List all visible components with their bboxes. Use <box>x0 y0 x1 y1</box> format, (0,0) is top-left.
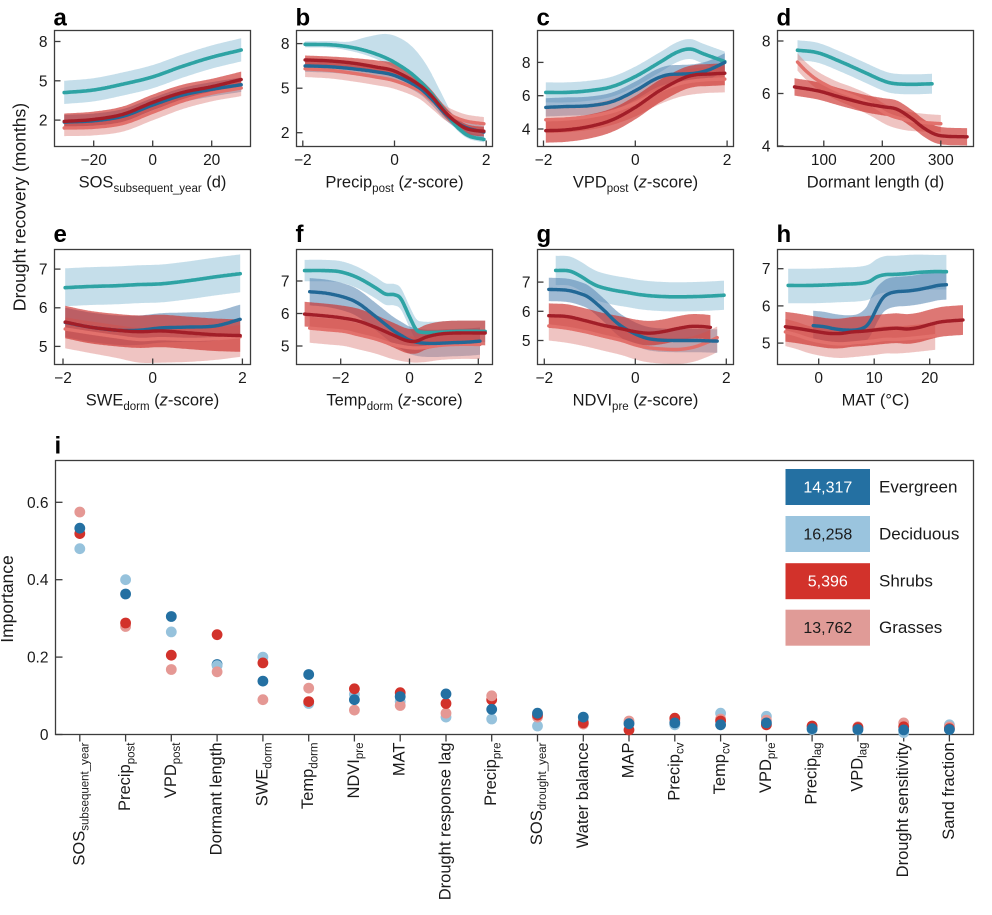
svg-text:VPDpost​ (z-score): VPDpost​ (z-score) <box>573 174 698 196</box>
svg-text:Deciduous: Deciduous <box>879 525 959 544</box>
svg-text:i: i <box>55 433 62 460</box>
svg-text:0: 0 <box>40 727 49 744</box>
svg-text:20: 20 <box>203 152 221 169</box>
svg-text:VPDlag: VPDlag <box>848 743 869 792</box>
svg-text:−2: −2 <box>332 370 350 387</box>
svg-text:Tempcv: Tempcv <box>711 742 732 794</box>
svg-text:Preciplag: Preciplag <box>803 743 824 805</box>
svg-text:13,762: 13,762 <box>803 620 852 637</box>
svg-text:Evergreen: Evergreen <box>879 478 957 497</box>
svg-text:6: 6 <box>762 298 771 315</box>
svg-text:Dormant length (d): Dormant length (d) <box>807 174 945 192</box>
svg-text:VPDpre: VPDpre <box>757 743 778 794</box>
svg-text:h: h <box>777 221 792 248</box>
svg-text:SOSsubsequent_year​ (d): SOSsubsequent_year​ (d) <box>79 174 227 196</box>
svg-text:6: 6 <box>39 300 48 317</box>
svg-text:Drought response lag: Drought response lag <box>437 743 455 901</box>
svg-text:Drought recovery (months): Drought recovery (months) <box>10 103 30 311</box>
svg-text:7: 7 <box>522 275 531 292</box>
svg-text:MAT: MAT <box>391 743 409 777</box>
svg-text:5,396: 5,396 <box>808 574 848 591</box>
svg-text:5: 5 <box>522 333 531 350</box>
svg-text:0: 0 <box>814 370 823 387</box>
svg-text:Drought sensitivity: Drought sensitivity <box>894 742 912 878</box>
svg-text:−20: −20 <box>81 152 108 169</box>
svg-text:MAT (°C): MAT (°C) <box>842 392 910 410</box>
svg-text:2: 2 <box>723 152 732 169</box>
svg-text:2: 2 <box>39 113 48 130</box>
svg-text:0: 0 <box>631 370 640 387</box>
svg-text:0.6: 0.6 <box>27 495 49 512</box>
svg-text:5: 5 <box>281 81 290 98</box>
svg-text:Grasses: Grasses <box>879 618 942 637</box>
svg-text:20: 20 <box>921 370 939 387</box>
svg-text:2: 2 <box>281 125 290 142</box>
svg-text:SOSsubsequent_year: SOSsubsequent_year <box>70 742 91 865</box>
svg-text:8: 8 <box>522 55 531 72</box>
svg-text:Precippre: Precippre <box>482 743 503 806</box>
svg-text:2: 2 <box>238 370 247 387</box>
svg-text:−2: −2 <box>535 152 553 169</box>
svg-text:16,258: 16,258 <box>803 527 852 544</box>
svg-text:0.2: 0.2 <box>27 650 49 667</box>
svg-text:7: 7 <box>281 274 290 291</box>
svg-text:6: 6 <box>522 88 531 105</box>
svg-text:Tempdorm​ (z-score): Tempdorm​ (z-score) <box>326 392 462 414</box>
svg-text:8: 8 <box>281 36 290 53</box>
svg-text:0: 0 <box>148 370 157 387</box>
svg-text:e: e <box>54 221 67 248</box>
svg-text:0: 0 <box>148 152 157 169</box>
svg-text:c: c <box>537 5 550 32</box>
svg-text:0: 0 <box>405 370 414 387</box>
svg-text:14,317: 14,317 <box>803 480 852 497</box>
svg-text:−2: −2 <box>294 152 312 169</box>
svg-text:10: 10 <box>866 370 884 387</box>
svg-text:8: 8 <box>39 34 48 51</box>
svg-text:Precipcv: Precipcv <box>665 742 686 801</box>
svg-text:Shrubs: Shrubs <box>879 572 933 591</box>
svg-text:2: 2 <box>722 370 731 387</box>
svg-text:NDVIpre: NDVIpre <box>345 743 366 799</box>
svg-text:a: a <box>54 5 68 32</box>
svg-text:Precippost: Precippost <box>116 742 137 811</box>
svg-text:7: 7 <box>762 261 771 278</box>
svg-text:4: 4 <box>762 139 771 156</box>
svg-text:6: 6 <box>281 306 290 323</box>
svg-text:100: 100 <box>811 152 837 169</box>
svg-text:Precippost​ (z-score): Precippost​ (z-score) <box>325 174 463 196</box>
svg-text:5: 5 <box>39 339 48 356</box>
svg-text:Dormant length: Dormant length <box>208 743 226 856</box>
svg-text:300: 300 <box>928 152 954 169</box>
svg-text:SOSdrought_year: SOSdrought_year <box>528 742 549 845</box>
svg-text:NDVIpre​ (z-score): NDVIpre​ (z-score) <box>573 392 699 414</box>
svg-text:d: d <box>777 5 792 32</box>
svg-text:SWEdorm​ (z-score): SWEdorm​ (z-score) <box>86 392 219 414</box>
svg-text:4: 4 <box>522 122 531 139</box>
svg-text:0: 0 <box>390 152 399 169</box>
svg-text:−2: −2 <box>54 370 72 387</box>
svg-text:5: 5 <box>281 339 290 356</box>
svg-text:5: 5 <box>762 336 771 353</box>
svg-text:g: g <box>537 221 552 248</box>
svg-text:6: 6 <box>522 304 531 321</box>
svg-text:Water balance: Water balance <box>574 743 592 849</box>
svg-text:5: 5 <box>39 73 48 90</box>
svg-text:−2: −2 <box>535 370 553 387</box>
svg-text:2: 2 <box>474 370 483 387</box>
svg-text:SWEdorm: SWEdorm <box>253 743 274 807</box>
svg-text:7: 7 <box>39 262 48 279</box>
svg-text:8: 8 <box>762 34 771 51</box>
svg-text:MAP: MAP <box>620 743 638 779</box>
svg-text:Importance: Importance <box>0 555 17 643</box>
svg-text:VPDpost: VPDpost <box>162 742 183 798</box>
svg-text:2: 2 <box>482 152 491 169</box>
svg-text:b: b <box>296 5 311 32</box>
svg-text:6: 6 <box>762 86 771 103</box>
svg-text:Sand fraction: Sand fraction <box>940 743 958 840</box>
svg-text:200: 200 <box>869 152 895 169</box>
svg-text:0.4: 0.4 <box>27 572 49 589</box>
svg-text:f: f <box>296 221 305 248</box>
svg-text:0: 0 <box>631 152 640 169</box>
svg-text:Tempdorm: Tempdorm <box>299 743 320 810</box>
